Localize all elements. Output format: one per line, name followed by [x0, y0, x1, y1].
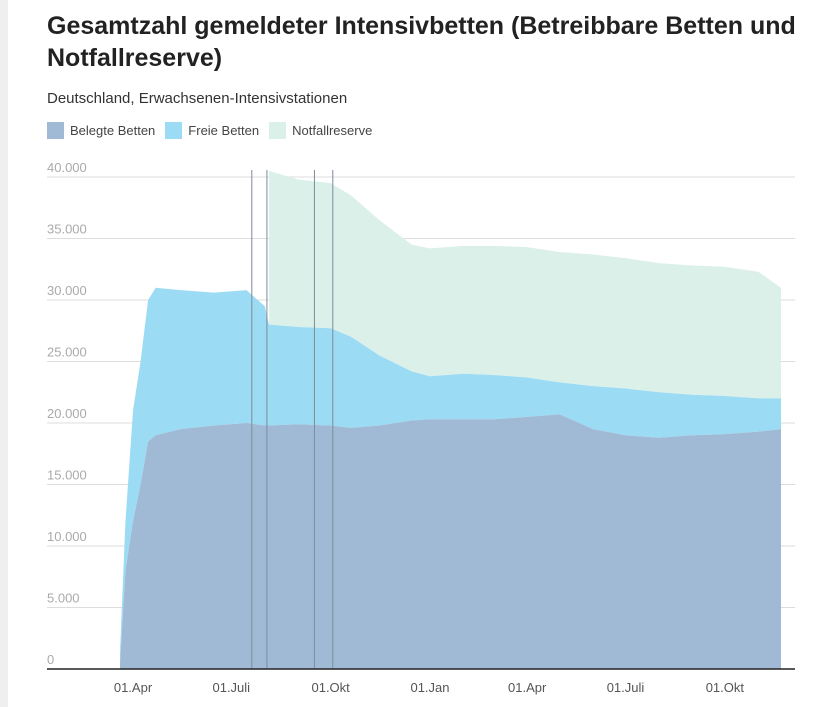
area-freie-betten	[120, 287, 782, 663]
legend-label: Belegte Betten	[70, 123, 156, 138]
page-border	[0, 0, 8, 707]
legend-item-reserve: Notfallreserve	[269, 122, 372, 139]
x-tick-label: 01.Jan	[410, 680, 449, 695]
y-tick-label: 20.000	[47, 406, 87, 421]
y-tick-label: 0	[47, 652, 54, 667]
legend-swatch	[269, 122, 287, 139]
x-tick-label: 01.Apr	[508, 680, 547, 695]
legend-swatch	[165, 122, 183, 139]
legend-label: Freie Betten	[188, 123, 260, 138]
chart-subtitle: Deutschland, Erwachsenen-Intensivstation…	[47, 90, 348, 107]
legend-item-belegt: Belegte Betten	[47, 122, 155, 139]
legend-swatch	[47, 122, 64, 139]
y-tick-label: 10.000	[47, 529, 87, 544]
x-tick-label: 01.Juli	[212, 680, 250, 695]
area-belegte-betten	[120, 414, 782, 669]
area-notfallreserve	[269, 170, 781, 399]
legend: Belegte Betten Freie Betten Notfallreser…	[47, 122, 372, 139]
y-tick-label: 15.000	[47, 468, 87, 483]
y-tick-label: 30.000	[47, 283, 87, 298]
y-tick-label: 5.000	[47, 591, 80, 606]
chart-title: Gesamtzahl gemeldeter Intensivbetten (Be…	[47, 12, 796, 72]
x-tick-label: 01.Juli	[607, 680, 645, 695]
legend-label: Notfallreserve	[292, 123, 373, 138]
y-tick-label: 25.000	[47, 345, 87, 360]
x-tick-label: 01.Apr	[114, 680, 153, 695]
legend-item-frei: Freie Betten	[165, 122, 259, 139]
y-tick-label: 40.000	[47, 160, 87, 175]
x-tick-label: 01.Okt	[706, 680, 745, 695]
x-tick-label: 01.Okt	[311, 680, 350, 695]
y-tick-label: 35.000	[47, 222, 87, 237]
